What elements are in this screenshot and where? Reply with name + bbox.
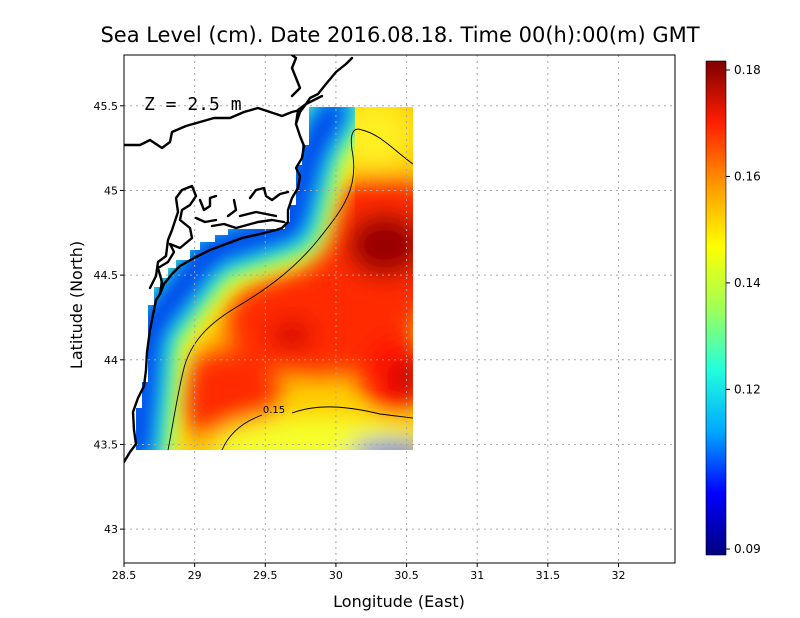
field-max-se	[394, 360, 413, 396]
x-tick-label: 29.5	[253, 569, 278, 582]
colorbar-tick-label: 0.16	[734, 169, 761, 183]
gridlines	[124, 55, 675, 563]
plot-frame	[123, 54, 676, 564]
y-tick-label: 45	[104, 184, 118, 197]
colorbar-tick-label: 0.18	[734, 63, 761, 77]
coastline-north	[124, 55, 354, 150]
chart-title: Sea Level (cm). Date 2016.08.18. Time 00…	[100, 23, 699, 47]
x-tick-label: 32	[611, 569, 625, 582]
x-tick-label: 28.5	[112, 569, 137, 582]
colorbar-tick-label: 0.12	[734, 382, 761, 396]
coastline	[124, 55, 354, 464]
x-tick-label: 31	[470, 569, 484, 582]
x-tick-label: 29	[188, 569, 202, 582]
x-tick-label: 30	[329, 569, 343, 582]
y-tick-label: 43	[104, 523, 118, 536]
plot-area: 0.15 Z = 2.5 m	[123, 54, 676, 564]
x-axis: 28.5 29 29.5 30 30.5 31 31.5 32	[112, 563, 625, 582]
colorbar-gradient	[705, 60, 727, 556]
contour-line-west	[167, 128, 414, 451]
x-axis-label: Longitude (East)	[333, 592, 465, 611]
field-max-center	[272, 320, 312, 350]
coastline-main	[124, 102, 308, 464]
x-tick-label: 31.5	[536, 569, 561, 582]
y-axis-label: Latitude (North)	[67, 241, 86, 369]
colorbar: 0.09 0.12 0.14 0.16 0.18	[705, 60, 761, 556]
contour-line-south	[221, 406, 414, 451]
contour-label: 0.15	[263, 405, 285, 416]
coastline-danube-delta	[148, 184, 290, 296]
field-max-ne	[347, 213, 413, 277]
y-tick-label: 44.5	[94, 269, 119, 282]
field-core-center	[225, 265, 413, 375]
y-tick-label: 44	[104, 354, 118, 367]
contour-lines	[167, 128, 414, 451]
colorbar-tick-label: 0.09	[734, 542, 761, 556]
field-south-yellow	[210, 415, 413, 450]
field-blobs	[170, 107, 413, 450]
y-tick-label: 43.5	[94, 438, 119, 451]
depth-annotation: Z = 2.5 m	[144, 94, 242, 115]
colorbar-ticks: 0.09 0.12 0.14 0.16 0.18	[726, 63, 761, 556]
y-tick-label: 45.5	[94, 100, 119, 113]
field-south-blue	[350, 442, 413, 450]
field-core-sw	[170, 350, 280, 440]
colorbar-tick-label: 0.14	[734, 276, 761, 290]
y-axis: 43 43.5 44 44.5 45 45.5	[94, 100, 124, 536]
x-tick-label: 30.5	[394, 569, 419, 582]
